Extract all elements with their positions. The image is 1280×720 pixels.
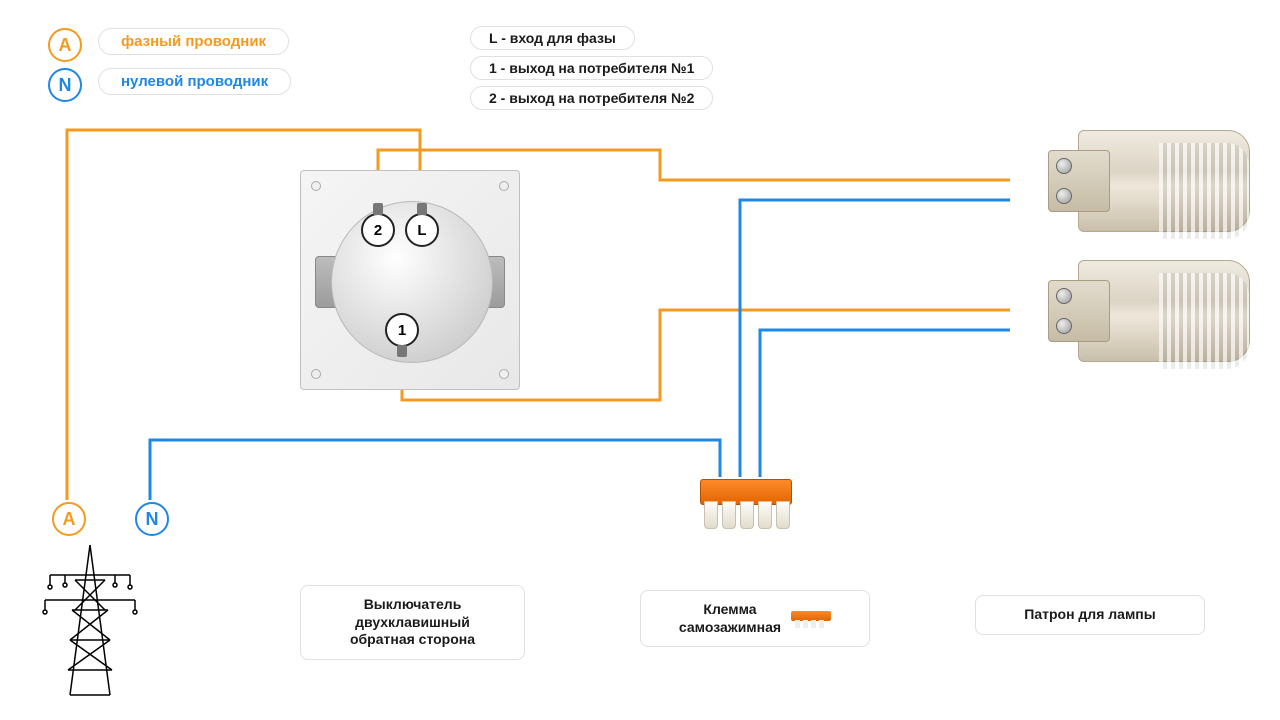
wire-neutral-supply <box>150 440 720 500</box>
wago-mini-icon <box>791 609 831 629</box>
wiring-diagram: A фазный проводник N нулевой проводник L… <box>0 0 1280 720</box>
legend-phase-symbol: A <box>48 28 82 62</box>
legend-neutral-symbol: N <box>48 68 82 102</box>
terminal-1: 1 <box>385 313 419 347</box>
source-neutral-symbol: N <box>135 502 169 536</box>
wago-connector <box>700 475 790 530</box>
lamp-socket-1 <box>1000 120 1250 240</box>
caption-terminal-text: Клемма самозажимная <box>679 601 781 636</box>
lamp-socket-2 <box>1000 250 1250 370</box>
note-terminal-1: 1 - выход на потребителя №1 <box>470 56 713 80</box>
note-terminal-2: 2 - выход на потребителя №2 <box>470 86 713 110</box>
terminal-L: L <box>405 213 439 247</box>
source-phase-symbol: A <box>52 502 86 536</box>
wire-neutral-lamp2 <box>760 330 1010 477</box>
caption-terminal: Клемма самозажимная <box>640 590 870 647</box>
two-gang-switch: 2 L 1 <box>300 170 520 390</box>
legend-phase-label: фазный проводник <box>98 28 289 55</box>
power-tower-icon <box>40 540 140 700</box>
caption-socket: Патрон для лампы <box>975 595 1205 635</box>
note-terminal-L: L - вход для фазы <box>470 26 635 50</box>
caption-switch: Выключатель двухклавишный обратная сторо… <box>300 585 525 660</box>
legend-neutral-label: нулевой проводник <box>98 68 291 95</box>
wire-neutral-lamp1 <box>740 200 1010 477</box>
terminal-2: 2 <box>361 213 395 247</box>
